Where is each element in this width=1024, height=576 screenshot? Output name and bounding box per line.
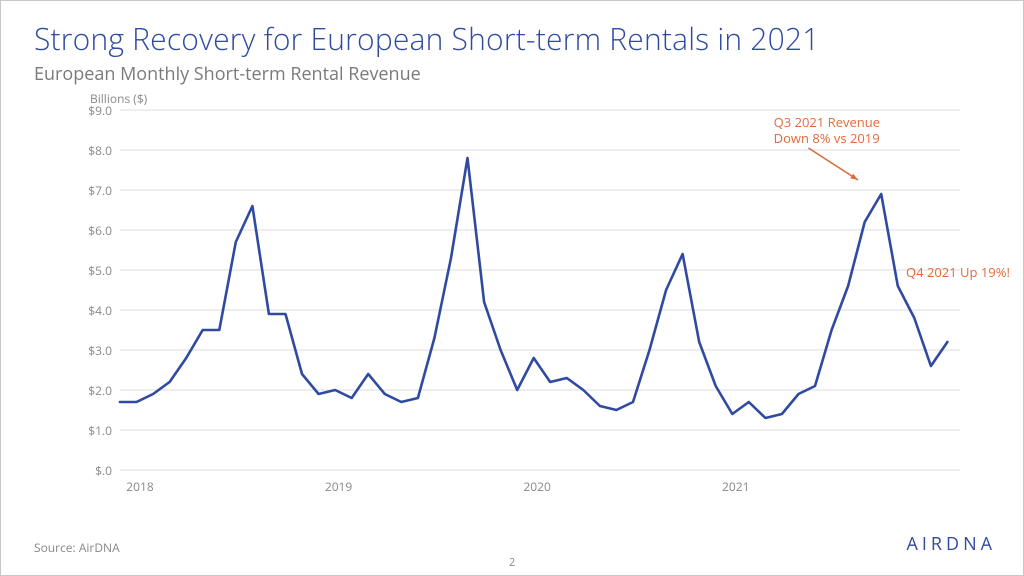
slide: Strong Recovery for European Short-term …	[0, 0, 1024, 576]
x-tick-label: 2020	[507, 478, 567, 495]
y-tick-label: $7.0	[72, 182, 112, 199]
y-tick-label: $3.0	[72, 342, 112, 359]
y-axis-unit: Billions ($)	[90, 90, 147, 107]
annotation-q4: Q4 2021 Up 19%!	[906, 264, 1010, 280]
page-number: 2	[509, 555, 515, 570]
x-tick-label: 2018	[110, 478, 170, 495]
source-label: Source: AirDNA	[34, 539, 120, 556]
y-tick-label: $5.0	[72, 262, 112, 279]
y-tick-label: $8.0	[72, 142, 112, 159]
annotation-q3: Q3 2021 Revenue Down 8% vs 2019	[774, 114, 880, 147]
y-tick-label: $6.0	[72, 222, 112, 239]
brand-logo: AIRDNA	[906, 532, 996, 556]
x-tick-label: 2021	[706, 478, 766, 495]
y-tick-label: $1.0	[72, 422, 112, 439]
y-tick-label: $2.0	[72, 382, 112, 399]
x-tick-label: 2019	[309, 478, 369, 495]
y-tick-label: $4.0	[72, 302, 112, 319]
y-tick-label: $.0	[72, 462, 112, 479]
